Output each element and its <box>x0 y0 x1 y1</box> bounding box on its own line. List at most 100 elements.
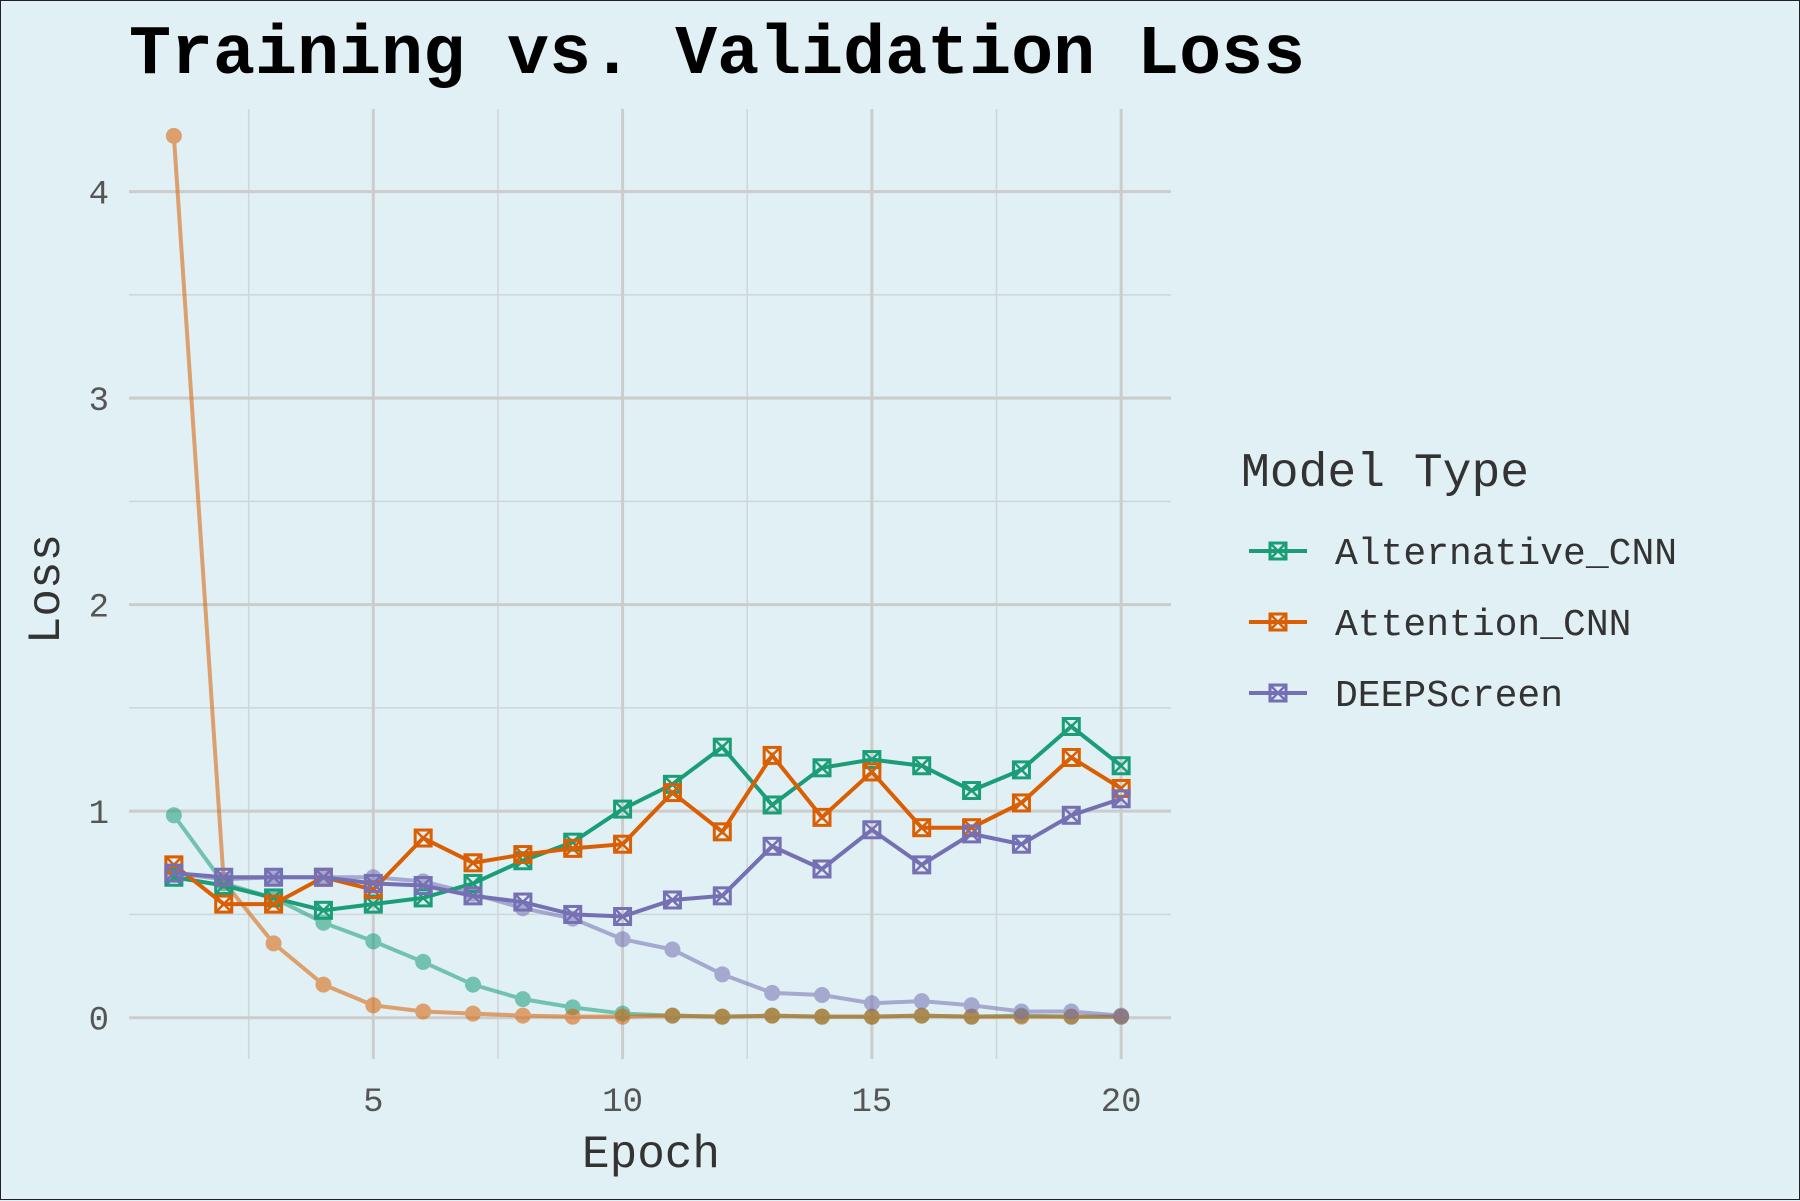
validation-point <box>812 859 832 879</box>
validation-point-cross <box>1112 756 1131 775</box>
validation-point-cross <box>264 868 283 887</box>
validation-point-cross <box>663 891 682 909</box>
validation-point <box>712 737 732 757</box>
validation-point-cross <box>962 818 981 837</box>
validation-point-cross <box>713 886 732 905</box>
validation-point-cross <box>563 905 582 924</box>
validation-point-cross <box>962 825 981 843</box>
validation-point-cross <box>912 756 931 775</box>
y-tick-label: 1 <box>89 796 109 834</box>
training-point <box>1113 1007 1130 1024</box>
validation-point <box>413 888 433 908</box>
training-point <box>863 1008 880 1025</box>
validation-point <box>613 907 633 926</box>
validation-point <box>313 867 333 887</box>
validation-point <box>962 781 982 801</box>
validation-point <box>563 838 583 858</box>
training-series-Attention_CNN <box>165 127 1130 1025</box>
legend-label: DEEPScreen <box>1335 675 1563 718</box>
validation-point-cross <box>1012 794 1031 812</box>
validation-series-DEEPScreen <box>164 789 1131 926</box>
legend-label: Alternative_CNN <box>1335 533 1677 576</box>
validation-point-cross <box>1269 684 1287 702</box>
validation-point <box>912 818 932 838</box>
series-layer <box>164 127 1131 1025</box>
validation-point-cross <box>464 853 482 872</box>
x-tick-label: 20 <box>1101 1084 1142 1122</box>
training-point <box>963 997 980 1014</box>
validation-point-cross <box>713 738 732 757</box>
validation-point <box>363 894 383 914</box>
validation-point <box>762 795 782 815</box>
validation-point <box>264 867 284 887</box>
validation-point-cross <box>713 822 732 841</box>
validation-series-Attention_CNN <box>164 745 1131 914</box>
validation-point <box>413 876 433 896</box>
validation-point-cross <box>912 818 931 837</box>
validation-point-cross <box>214 895 233 913</box>
validation-point-cross <box>513 893 532 911</box>
training-point <box>365 933 382 950</box>
training-point <box>764 984 781 1001</box>
training-point <box>664 941 681 958</box>
validation-point <box>812 758 832 778</box>
validation-point <box>463 873 483 893</box>
validation-point-cross <box>912 855 931 874</box>
validation-point-cross <box>613 800 632 818</box>
validation-point-cross <box>763 746 782 765</box>
training-point <box>415 953 432 970</box>
x-tick-label: 10 <box>602 1084 643 1122</box>
y-tick-labels: 0 1 2 3 4 <box>89 177 109 1041</box>
validation-point <box>812 807 832 827</box>
legend: Model Type Alternative_CNN Attention_CNN D… <box>1241 447 1677 718</box>
training-point <box>1013 1003 1030 1020</box>
validation-point <box>613 834 633 854</box>
training-point <box>764 1007 781 1024</box>
validation-point <box>313 900 333 920</box>
training-point <box>863 995 880 1012</box>
validation-point <box>1268 612 1288 632</box>
validation-point-cross <box>1269 613 1287 631</box>
legend-item: Alternative_CNN <box>1249 533 1677 576</box>
validation-point-cross <box>862 820 881 839</box>
training-point <box>365 997 382 1014</box>
validation-point-cross <box>962 781 981 800</box>
training-point <box>514 1007 531 1024</box>
validation-point <box>762 745 782 765</box>
validation-point-cross <box>813 860 831 878</box>
validation-point-cross <box>813 808 831 827</box>
validation-point-cross <box>763 837 782 856</box>
training-series-DEEPScreen <box>165 865 1130 1024</box>
validation-point-cross <box>563 839 582 858</box>
validation-point <box>912 756 932 776</box>
y-tick-label: 2 <box>89 590 109 628</box>
validation-point <box>712 822 732 842</box>
training-point <box>315 976 332 993</box>
validation-point <box>463 886 483 906</box>
training-point <box>564 1008 581 1025</box>
x-tick-label: 15 <box>851 1084 892 1122</box>
validation-point-cross <box>613 835 632 854</box>
training-point <box>614 1008 631 1025</box>
training-point <box>465 1005 482 1022</box>
validation-point <box>1061 717 1081 736</box>
legend-item: Attention_CNN <box>1249 604 1631 647</box>
training-point <box>913 1007 930 1024</box>
x-axis-label: Epoch <box>582 1129 720 1181</box>
validation-point <box>463 853 483 873</box>
training-point <box>963 1008 980 1025</box>
validation-point <box>1268 683 1288 703</box>
validation-point-cross <box>1012 760 1031 779</box>
training-point <box>465 976 482 993</box>
validation-point-cross <box>314 868 333 887</box>
validation-point-cross <box>414 876 433 895</box>
validation-point-cross <box>1062 717 1081 736</box>
chart-title: Training vs. Validation Loss <box>129 16 1305 95</box>
y-axis-label: Loss <box>21 534 73 644</box>
training-point <box>614 931 631 948</box>
validation-point <box>1011 793 1031 813</box>
validation-point-cross <box>862 763 881 781</box>
validation-point <box>662 783 682 803</box>
validation-point-cross <box>813 758 831 777</box>
